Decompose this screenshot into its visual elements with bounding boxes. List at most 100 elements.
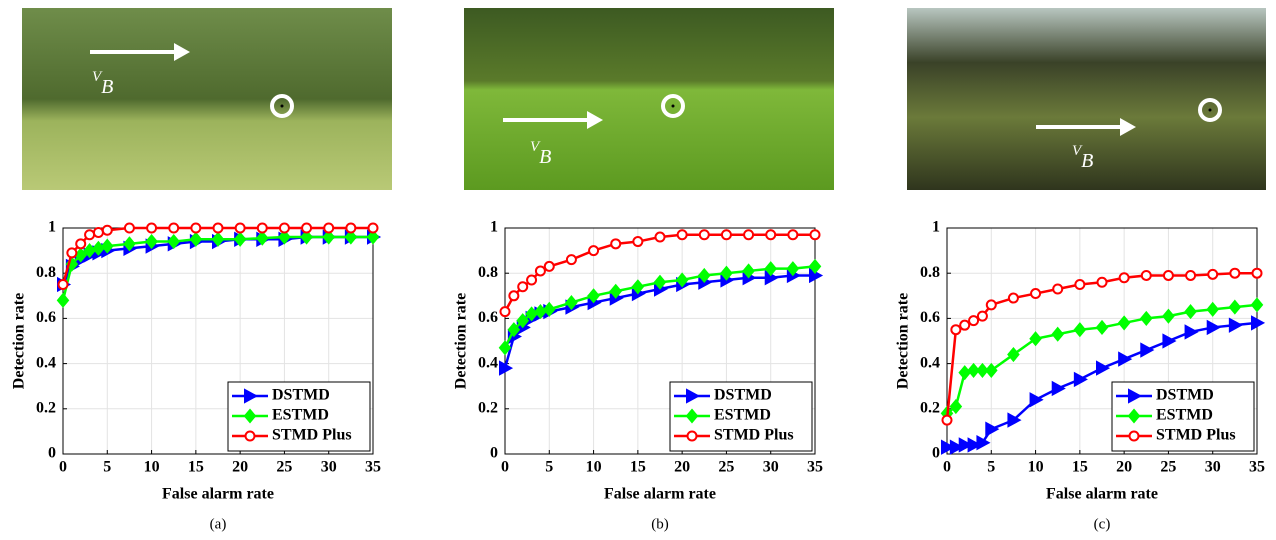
marker — [233, 231, 247, 247]
marker — [976, 435, 991, 451]
marker — [145, 233, 158, 250]
marker — [1251, 267, 1263, 279]
y-tick-label: 1 — [932, 219, 940, 236]
legend-marker — [243, 408, 257, 424]
marker — [1073, 371, 1088, 388]
marker — [1207, 268, 1219, 280]
marker — [675, 272, 689, 288]
caption: (b) — [651, 516, 669, 532]
marker — [1162, 333, 1177, 349]
marker — [190, 222, 202, 234]
marker — [344, 229, 358, 245]
marker — [1051, 380, 1066, 397]
photo — [464, 8, 834, 190]
legend-marker — [686, 430, 698, 442]
marker — [1051, 326, 1065, 342]
legend-marker — [1128, 388, 1143, 404]
marker — [676, 229, 688, 241]
marker — [74, 247, 88, 263]
marker — [75, 238, 87, 250]
y-axis-title: Detection rate — [453, 293, 470, 389]
vector-label: VB — [530, 139, 551, 167]
marker — [1029, 331, 1042, 347]
vector-label: VB — [1072, 143, 1093, 171]
marker — [1185, 269, 1197, 281]
marker — [66, 247, 78, 259]
x-tick-label: 35 — [1249, 459, 1265, 476]
x-tick-label: 0 — [59, 459, 67, 476]
vector-subscript: B — [101, 76, 113, 98]
y-axis-title: Detection rate — [11, 293, 28, 389]
arrow-head — [587, 111, 603, 129]
vector-symbol: V — [92, 69, 103, 85]
marker — [631, 279, 645, 295]
marker — [278, 229, 291, 245]
marker — [976, 362, 989, 378]
marker — [786, 261, 800, 277]
marker — [300, 229, 313, 245]
marker — [565, 254, 577, 266]
y-tick-label: 0.6 — [478, 309, 498, 326]
x-axis-title: False alarm rate — [1046, 486, 1158, 503]
marker — [1162, 308, 1175, 324]
marker — [499, 360, 514, 376]
caption: (c) — [1094, 516, 1111, 532]
photo — [22, 8, 392, 190]
marker — [1184, 304, 1197, 320]
y-tick-label: 0 — [932, 445, 940, 462]
vector-subscript: B — [539, 146, 551, 168]
x-tick-label: 5 — [987, 459, 995, 476]
vector-label: VB — [92, 69, 113, 97]
marker — [100, 238, 114, 254]
marker — [256, 222, 268, 234]
marker — [949, 398, 963, 415]
marker — [168, 222, 180, 234]
marker — [985, 299, 997, 311]
marker — [534, 265, 546, 277]
marker — [958, 437, 973, 453]
legend-label: DSTMD — [714, 387, 772, 404]
marker — [1251, 315, 1266, 331]
marker — [255, 230, 269, 246]
marker — [499, 306, 511, 318]
marker — [1074, 279, 1086, 290]
x-axis-title: False alarm rate — [162, 486, 274, 503]
x-tick-label: 0 — [943, 459, 951, 476]
x-tick-label: 5 — [103, 459, 111, 476]
marker — [517, 281, 529, 293]
legend-marker — [685, 408, 699, 424]
marker — [84, 229, 96, 241]
x-tick-label: 10 — [586, 459, 602, 476]
x-tick-label: 15 — [188, 459, 204, 476]
y-tick-label: 0.2 — [36, 399, 56, 416]
marker — [367, 222, 379, 234]
marker — [985, 421, 1000, 437]
y-tick-label: 0.2 — [478, 399, 498, 416]
marker — [967, 437, 982, 453]
x-tick-label: 35 — [365, 459, 381, 476]
marker — [1250, 297, 1264, 313]
marker — [653, 274, 667, 290]
y-axis-title: Detection rate — [895, 293, 912, 389]
vector-subscript: B — [1081, 150, 1093, 172]
marker — [610, 238, 622, 250]
marker — [1007, 292, 1019, 304]
arrow-head — [174, 43, 190, 61]
marker — [654, 231, 666, 243]
marker — [1229, 267, 1241, 279]
marker — [1007, 412, 1022, 428]
marker — [1096, 360, 1111, 376]
marker — [211, 231, 225, 247]
plot-frame — [946, 227, 1258, 455]
marker — [123, 222, 135, 234]
y-tick-label: 0.8 — [478, 264, 498, 281]
y-tick-label: 0 — [48, 445, 56, 462]
marker — [1140, 269, 1152, 281]
marker — [1096, 276, 1108, 288]
vector-symbol: V — [530, 139, 541, 155]
marker — [742, 263, 755, 279]
target-dot — [671, 104, 675, 108]
marker — [1073, 322, 1087, 338]
marker — [787, 229, 799, 241]
